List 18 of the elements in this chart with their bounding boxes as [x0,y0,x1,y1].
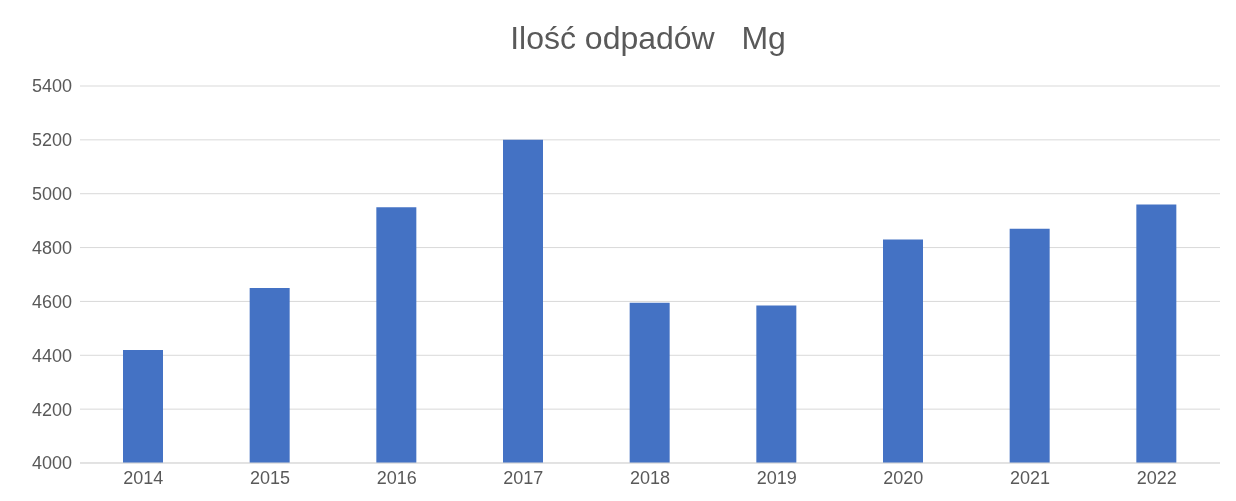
x-tick-label: 2021 [1009,467,1051,488]
y-tick-label: 5200 [31,130,72,151]
x-tick-label: 2015 [249,467,291,488]
x-tick-label: 2020 [883,467,924,488]
y-tick-label: 4600 [31,291,72,312]
chart-title: Ilość odpadów Mg [509,19,787,58]
x-tick-label: 2018 [629,467,671,488]
y-tick-label: 5400 [31,76,72,97]
x-tick-label: 2016 [376,467,417,488]
y-tick-label: 5000 [31,184,72,205]
x-tick-label: 2014 [123,467,164,488]
y-tick-label: 4200 [31,399,72,420]
y-tick-label: 4800 [31,237,72,258]
x-tick-label: 2019 [756,467,797,488]
x-tick-label: 2017 [503,467,544,488]
x-tick-label: 2022 [1136,467,1177,488]
y-tick-label: 4000 [31,453,72,474]
y-tick-label: 4400 [31,345,72,366]
